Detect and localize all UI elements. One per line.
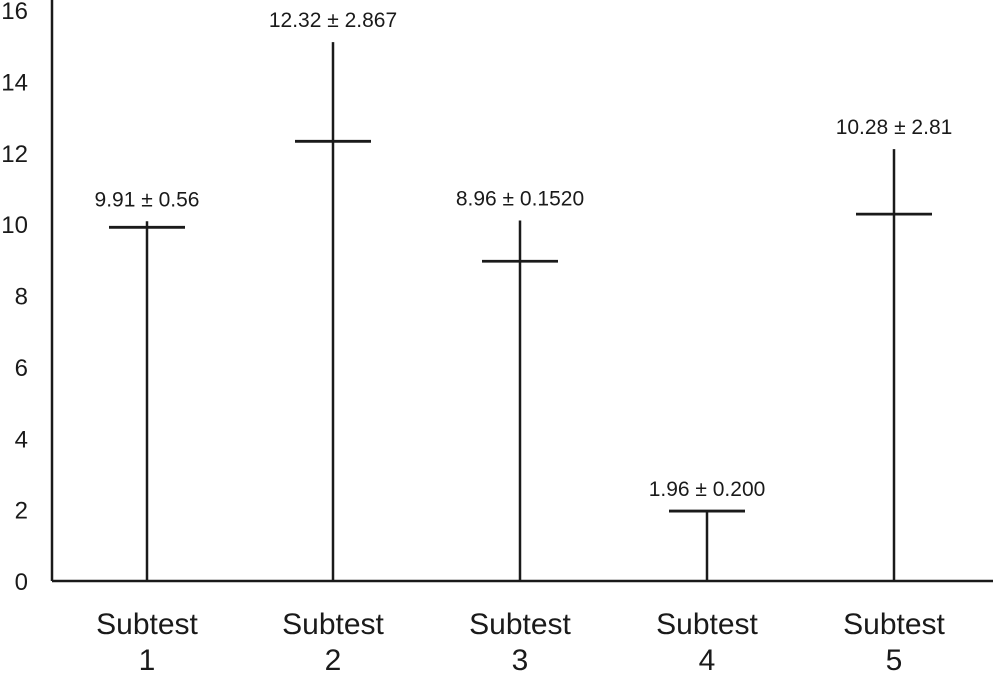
x-category-label: Subtest 2 — [282, 608, 384, 677]
subtest-1-mark: 9.91 ± 0.56 — [95, 188, 200, 581]
data-label: 1.96 ± 0.200 — [649, 478, 766, 501]
data-label: 10.28 ± 2.81 — [836, 116, 953, 139]
subtest-2-mark: 12.32 ± 2.867 — [269, 9, 397, 581]
data-label: 12.32 ± 2.867 — [269, 9, 397, 32]
y-tick-labels: 0 2 4 6 8 10 12 14 16 — [1, 0, 28, 596]
data-label: 8.96 ± 0.1520 — [456, 188, 584, 211]
subtest-5-mark: 10.28 ± 2.81 — [836, 116, 953, 581]
x-category-label: Subtest 1 — [96, 608, 198, 677]
subtest-3-mark: 8.96 ± 0.1520 — [456, 188, 584, 581]
x-category-label: Subtest 3 — [469, 608, 571, 677]
axes — [50, 0, 993, 583]
y-tick-label: 14 — [1, 69, 28, 96]
data-marks: 9.91 ± 0.56 12.32 ± 2.867 8.96 ± 0.1520 1.9… — [95, 9, 953, 581]
x-category-label: Subtest 4 — [656, 608, 758, 677]
y-tick-label: 2 — [15, 498, 28, 525]
y-tick-label: 4 — [15, 426, 28, 453]
subtest-4-mark: 1.96 ± 0.200 — [649, 478, 766, 581]
y-tick-label: 12 — [1, 141, 28, 168]
y-tick-label: 6 — [15, 355, 28, 382]
y-tick-label: 0 — [15, 569, 28, 596]
x-category-labels: Subtest 1 Subtest 2 Subtest 3 Subtest 4 Subtest 5 — [96, 608, 945, 677]
y-tick-label: 8 — [15, 284, 28, 311]
x-category-label: Subtest 5 — [843, 608, 945, 677]
y-tick-label: 10 — [1, 212, 28, 239]
data-label: 9.91 ± 0.56 — [95, 188, 200, 211]
y-tick-label: 16 — [1, 0, 28, 25]
